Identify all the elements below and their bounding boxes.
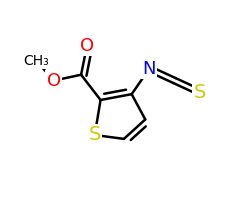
Text: S: S xyxy=(89,126,101,145)
Text: S: S xyxy=(193,83,206,102)
Text: O: O xyxy=(47,72,61,90)
Text: O: O xyxy=(80,37,94,55)
Text: CH₃: CH₃ xyxy=(24,54,49,68)
Text: N: N xyxy=(142,60,156,78)
